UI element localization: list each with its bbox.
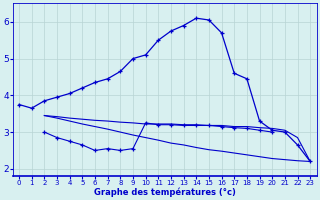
X-axis label: Graphe des températures (°c): Graphe des températures (°c) xyxy=(94,187,236,197)
